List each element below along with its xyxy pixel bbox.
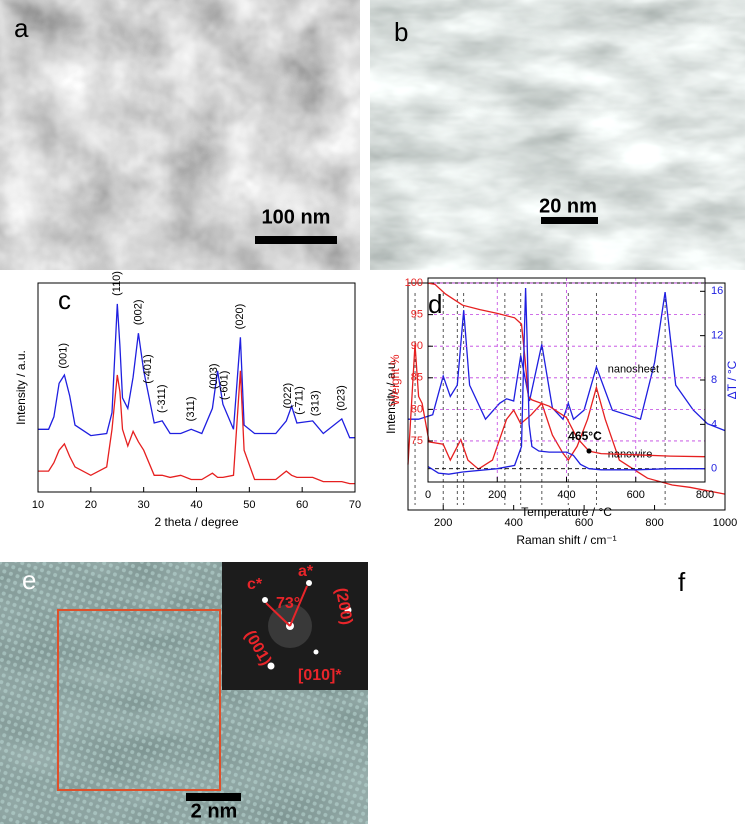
plot-frame: [407, 282, 726, 511]
x-tick-label: 60: [296, 499, 308, 511]
hrtem-image-e: e 2 nm c* a* 73° (001) (200) [010]*: [0, 562, 368, 824]
scale-label: 20 nm: [539, 195, 597, 217]
y-axis-title: Weight %: [388, 354, 402, 405]
fft-inset: c* a* 73° (001) (200) [010]*: [222, 562, 368, 690]
fft-spot: [306, 580, 312, 586]
fft-spot: [344, 606, 352, 614]
x-tick-label: 10: [32, 499, 44, 511]
y-axis-title: Intensity / a.u.: [14, 350, 28, 425]
peak-label: (023): [336, 385, 348, 411]
scale-bar: [186, 793, 241, 801]
y-tick-label: 80: [411, 403, 423, 415]
plot-frame: [37, 282, 356, 493]
peak-label: (022): [282, 383, 294, 409]
panel-label: b: [394, 17, 408, 47]
inset-label: a*: [298, 563, 314, 580]
x-tick-label: 200: [434, 517, 452, 529]
series-label: nanosheet: [608, 364, 659, 376]
x-tick-label: 600: [627, 489, 645, 501]
x-tick-label: 600: [575, 517, 593, 529]
x-tick-label: 400: [504, 517, 522, 529]
y2-tick-label: 8: [711, 374, 717, 386]
peak-label: (003): [208, 363, 220, 389]
x-tick-label: 20: [85, 499, 97, 511]
series-line: [427, 287, 705, 475]
vector: [265, 602, 291, 627]
x-tick-label: 70: [349, 499, 361, 511]
fft-spot: [267, 662, 275, 670]
plot-frame: [427, 277, 706, 483]
y2-tick-label: 4: [711, 418, 717, 430]
inset-label: [010]*: [298, 667, 342, 684]
fft-spot: [262, 597, 268, 603]
selection-box: [57, 609, 221, 791]
series-line: [407, 344, 726, 495]
annotation-label: 465°C: [568, 429, 602, 443]
scale-bar: [255, 236, 337, 244]
inset-label: c*: [247, 576, 263, 593]
panel-label: c: [58, 285, 71, 315]
y2-tick-label: 0: [711, 463, 717, 475]
peak-label: (001): [57, 343, 69, 369]
x-axis-title: 2 theta / degree: [154, 515, 238, 529]
x-tick-label: 400: [557, 489, 575, 501]
y-axis-title: Intensity / a.u.: [384, 359, 398, 434]
peak-label: (313): [309, 390, 321, 416]
x-tick-label: 800: [696, 489, 714, 501]
fft-spot: [313, 649, 319, 655]
y2-tick-label: 16: [711, 285, 723, 297]
x-tick-label: 1000: [713, 517, 737, 529]
peak-label: (-311): [156, 384, 168, 413]
panel-label: e: [22, 565, 36, 595]
inset-label: 73°: [276, 595, 300, 612]
y-tick-label: 100: [405, 277, 423, 289]
inset-label: (200): [332, 586, 355, 626]
y2-tick-label: 12: [711, 330, 723, 342]
tem-image-a: a 100 nm: [0, 0, 360, 270]
y2-axis-title: ΔT / °C: [725, 360, 739, 399]
vector: [289, 585, 308, 627]
peak-label: (002): [132, 299, 144, 325]
x-tick-label: 50: [243, 499, 255, 511]
micrograph: [0, 0, 360, 270]
panel-label: d: [428, 289, 442, 319]
tem-image-b: b 20 nm: [370, 0, 745, 270]
x-tick-label: 30: [138, 499, 150, 511]
scale-bar: [541, 217, 598, 224]
x-tick-label: 800: [645, 517, 663, 529]
scale-label: 100 nm: [262, 206, 331, 228]
y-tick-label: 90: [411, 340, 423, 352]
series-line: [408, 292, 726, 432]
peak-label: (-401): [142, 354, 154, 383]
series-line: [38, 370, 355, 485]
scale-label: 2 nm: [191, 800, 238, 822]
annotation-point: [586, 448, 592, 454]
y-tick-label: 75: [411, 435, 423, 447]
peak-label: (-711): [293, 386, 305, 415]
series-line: [38, 303, 355, 439]
y-tick-label: 85: [411, 372, 423, 384]
x-tick-label: 40: [190, 499, 202, 511]
x-tick-label: 0: [425, 489, 431, 501]
panel-label: a: [14, 13, 29, 43]
peak-label: (020): [234, 304, 246, 330]
panel-label: f: [678, 567, 686, 597]
y-tick-label: 95: [411, 309, 423, 321]
x-tick-label: 200: [488, 489, 506, 501]
micrograph: [370, 0, 745, 270]
peak-label: (-601): [218, 371, 230, 400]
x-axis-title: Temperature / °C: [521, 505, 612, 519]
peak-label: (311): [185, 396, 197, 421]
x-axis-title: Raman shift / cm⁻¹: [516, 533, 616, 547]
peak-label: (110): [111, 271, 123, 296]
